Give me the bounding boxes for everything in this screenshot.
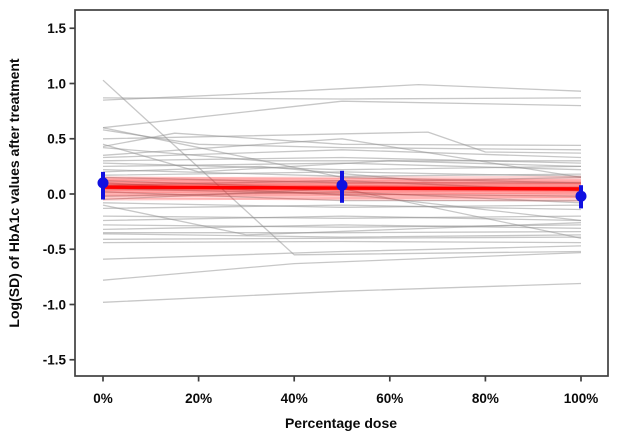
gray-study-line	[102, 204, 582, 211]
gray-study-line	[102, 240, 582, 244]
gray-study-line	[102, 215, 582, 219]
gray-study-line	[102, 251, 582, 281]
blue-summary-point	[336, 179, 348, 191]
gray-study-line	[102, 132, 582, 148]
x-axis-title: Percentage dose	[285, 415, 397, 431]
gray-study-line	[102, 149, 582, 159]
gray-study-line	[102, 143, 582, 173]
gray-study-line	[102, 79, 582, 256]
blue-summary-point	[97, 177, 109, 189]
gray-study-line	[102, 282, 582, 303]
y-tick-label: 1.5	[47, 21, 66, 36]
y-tick-label: 0.0	[47, 187, 66, 202]
gray-study-line	[103, 230, 582, 234]
gray-study-line	[102, 236, 582, 240]
x-tick-label: 100%	[564, 391, 599, 406]
y-tick-label: 0.5	[47, 132, 66, 147]
gray-study-line	[102, 245, 582, 260]
gray-study-line	[102, 233, 582, 238]
chart-axes-layer: 0% 20% 40% 60% 80% 100% 1.5 1.0 0.5 0.0 -0.5 -1.0 -1…	[43, 9, 609, 406]
chart-series-layer	[97, 79, 587, 303]
plot-border	[74, 9, 609, 377]
y-tick-label: -1.5	[43, 353, 67, 368]
gray-study-line	[102, 224, 582, 231]
gray-study-line	[102, 83, 582, 101]
x-tick-label: 20%	[185, 391, 212, 406]
blue-summary-point	[575, 190, 587, 202]
gray-study-line	[102, 100, 582, 129]
gray-study-line	[102, 97, 582, 100]
x-tick-label: 60%	[376, 391, 403, 406]
y-axis-title: Log(SD) of HbA1c values after treatment	[6, 58, 22, 327]
gray-study-line	[102, 202, 582, 208]
y-tick-label: -1.0	[43, 297, 66, 312]
gray-study-line	[102, 131, 582, 154]
x-tick-label: 0%	[93, 391, 113, 406]
y-tick-label: 1.0	[47, 76, 66, 91]
y-tick-label: -0.5	[43, 242, 67, 257]
gray-study-line	[102, 204, 582, 236]
gray-study-line	[102, 224, 582, 228]
gray-study-line	[102, 215, 582, 222]
x-tick-label: 40%	[281, 391, 308, 406]
x-tick-label: 80%	[472, 391, 499, 406]
gray-study-line	[102, 156, 582, 164]
